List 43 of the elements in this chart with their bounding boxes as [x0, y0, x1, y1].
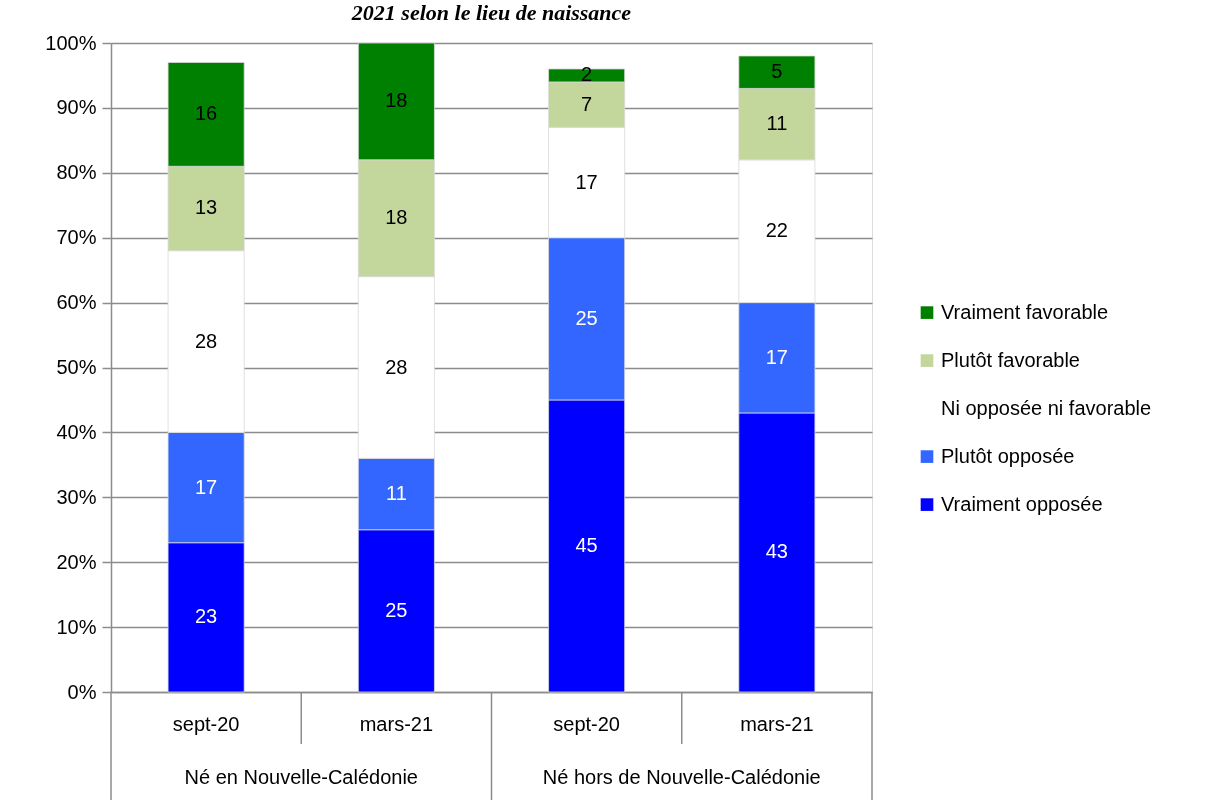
y-tick-label: 30%: [56, 485, 97, 508]
y-tick-label: 50%: [56, 356, 97, 378]
text: Né hors de Nouvelle-Calédonie: [542, 766, 821, 788]
y-tick-label: 60%: [56, 291, 97, 314]
legend-label: Plutôt opposée: [941, 444, 1075, 467]
data-label: 25: [385, 598, 408, 621]
data-label: 22: [765, 219, 788, 242]
y-tick-label: 10%: [56, 615, 97, 638]
text: Né en Nouvelle-Calédonie: [184, 766, 418, 788]
x-tick-label: sept-20: [553, 712, 620, 735]
data-label: 28: [195, 329, 218, 352]
data-label: 45: [575, 533, 598, 556]
data-label: 43: [765, 540, 788, 563]
data-label: 17: [765, 345, 788, 368]
text: Ni opposée ni favorable: [941, 396, 1152, 419]
data-label: 18: [385, 206, 408, 229]
y-tick-label: 100%: [45, 31, 97, 54]
y-tick-label: 40%: [56, 420, 97, 443]
x-tick-label: mars-21: [359, 712, 434, 735]
y-tick-label: 20%: [56, 550, 97, 573]
chart-title: 2021 selon le lieu de naissance: [350, 0, 632, 25]
data-label: 23: [195, 605, 218, 628]
data-label: 5: [771, 60, 783, 83]
data-label: 13: [195, 196, 218, 219]
data-label: 17: [195, 475, 218, 498]
data-label: 11: [385, 482, 407, 505]
legend-label: Vraiment favorable: [941, 300, 1109, 323]
data-label: 7: [581, 92, 593, 115]
data-label: 17: [575, 170, 598, 193]
data-label: 28: [385, 355, 408, 378]
y-tick-label: 70%: [56, 226, 97, 249]
legend-label: Vraiment opposée: [941, 492, 1103, 515]
data-label: 16: [195, 102, 218, 125]
y-tick-label: 90%: [56, 96, 97, 119]
legend-label: Plutôt favorable: [941, 348, 1080, 371]
y-tick-label: 80%: [56, 161, 97, 184]
y-tick-label: 0%: [67, 680, 97, 703]
data-label: 11: [766, 112, 788, 135]
x-tick-label: sept-20: [172, 712, 240, 735]
data-label: 2: [581, 63, 593, 86]
data-label: 18: [385, 89, 408, 112]
x-tick-label: mars-21: [740, 712, 814, 735]
data-label: 25: [575, 306, 598, 329]
